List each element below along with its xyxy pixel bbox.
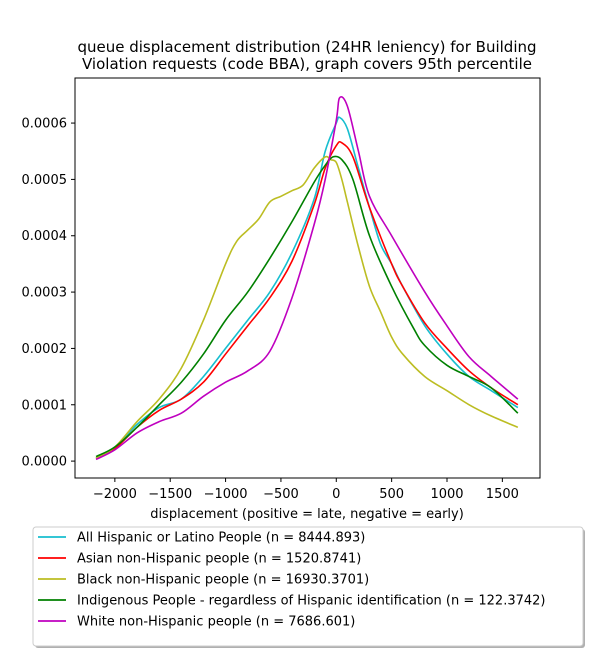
y-tick-label: 0.0005 <box>22 173 68 188</box>
chart-title-line: queue displacement distribution (24HR le… <box>77 38 536 56</box>
y-tick-label: 0.0003 <box>22 286 68 301</box>
series-line-2 <box>95 155 519 459</box>
y-tick-label: 0.0002 <box>22 342 68 357</box>
y-axis: 0.0000 0.0001 0.0002 0.0003 0.0004 0.0005 0.00… <box>22 117 75 470</box>
x-tick-label: 0 <box>332 487 340 502</box>
chart-title: queue displacement distribution (24HR le… <box>77 38 536 73</box>
x-tick-label: 500 <box>379 487 404 502</box>
series-group <box>95 96 519 461</box>
legend-label: Asian non-Hispanic people (n = 1520.8741… <box>77 552 361 567</box>
chart-title-line: Violation requests (code BBA), graph cov… <box>82 55 532 73</box>
y-tick-label: 0.0006 <box>22 117 68 132</box>
series-line-1 <box>95 140 519 460</box>
y-tick-label: 0.0001 <box>22 398 68 413</box>
y-tick-label: 0.0004 <box>22 229 68 244</box>
legend: All Hispanic or Latino People (n = 8444.… <box>32 526 585 648</box>
legend-label: Black non-Hispanic people (n = 16930.370… <box>77 573 369 588</box>
x-tick-label: 1000 <box>430 487 463 502</box>
x-tick-label: −1500 <box>148 487 192 502</box>
x-axis-label: displacement (positive = late, negative … <box>150 507 464 522</box>
series-line-3 <box>95 155 519 458</box>
y-tick-label: 0.0000 <box>22 455 68 470</box>
x-axis: −2000 −1500 −1000 −500 0 500 1000 1500 <box>93 478 519 502</box>
x-tick-label: −2000 <box>93 487 137 502</box>
x-tick-label: 1500 <box>486 487 519 502</box>
series-line-4 <box>95 96 519 461</box>
x-tick-label: −1000 <box>204 487 248 502</box>
legend-label: Indigenous People - regardless of Hispan… <box>77 594 546 609</box>
series-line-0 <box>95 116 519 459</box>
legend-label: All Hispanic or Latino People (n = 8444.… <box>77 531 365 546</box>
legend-box <box>32 526 584 647</box>
legend-label: White non-Hispanic people (n = 7686.601) <box>77 615 355 630</box>
plot-frame <box>74 77 541 479</box>
x-tick-label: −500 <box>263 487 299 502</box>
